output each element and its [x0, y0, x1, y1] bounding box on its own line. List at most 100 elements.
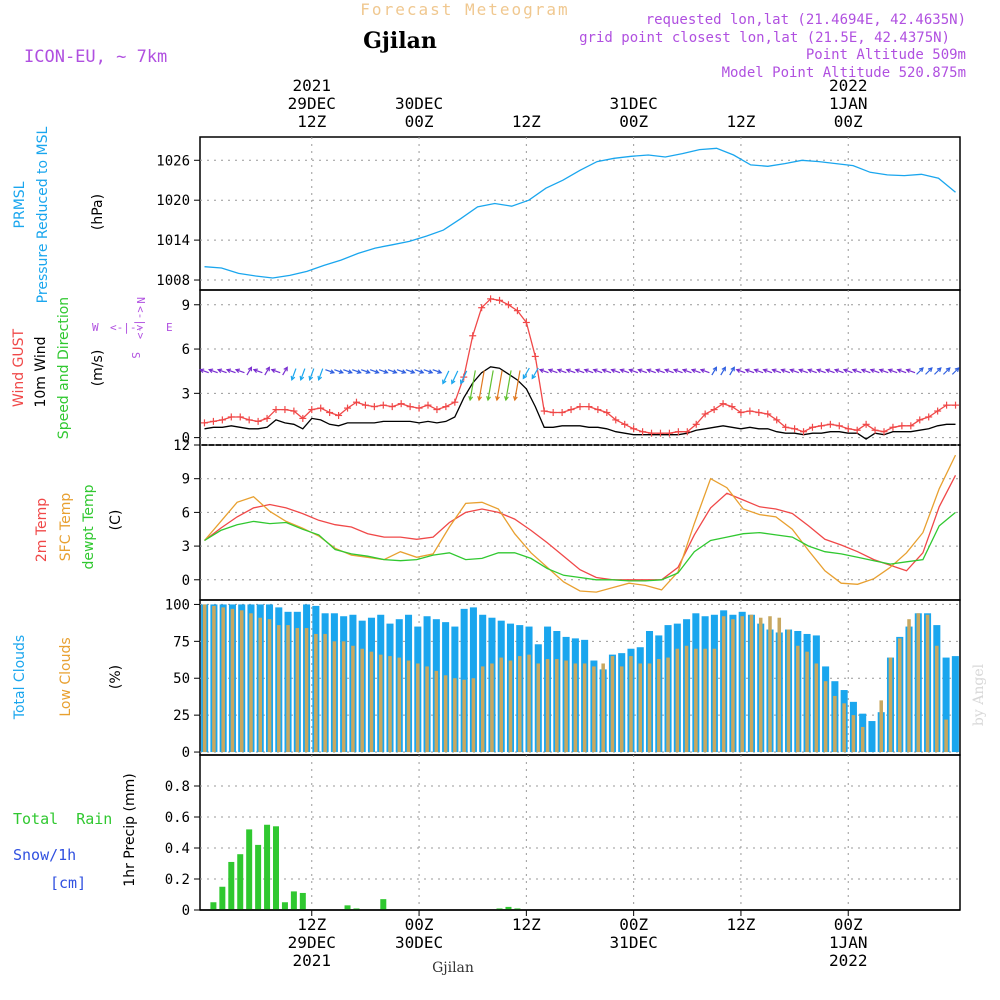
wind-arrow-head — [798, 368, 804, 374]
wind-arrow-head — [601, 368, 607, 374]
wind-arrow — [584, 369, 594, 374]
temperature-ytick-label: 12 — [173, 438, 190, 454]
low-cloud-bar — [425, 666, 429, 753]
wind-arrow — [291, 368, 297, 381]
wind-arrow-head — [468, 395, 474, 402]
wind-arrow — [478, 370, 485, 401]
low-cloud-bar — [249, 613, 253, 753]
wind-arrow — [460, 370, 468, 384]
wind-arrow-head — [392, 369, 398, 374]
wind-arrow-head — [247, 366, 253, 372]
rain-bar — [273, 826, 279, 910]
precip-label-cm: [cm] — [50, 874, 86, 892]
wind-arrow-head — [664, 368, 670, 374]
wind-line — [204, 366, 956, 440]
cloud-labels: Total Clouds Low Clouds (%) — [12, 635, 124, 720]
low-cloud-bar — [221, 607, 225, 753]
temperature-labels: 2m Temp SFC Temp dewpt Temp (C) — [34, 484, 124, 569]
low-cloud-bar — [712, 648, 717, 753]
wind-ytick-label: 3 — [182, 386, 190, 402]
wind-arrow — [754, 369, 764, 374]
wind-arrow-head — [495, 395, 500, 402]
wind-arrow-head — [721, 366, 726, 372]
low-cloud-bar — [406, 660, 411, 753]
wind-arrow-head — [512, 395, 518, 402]
wind-arrow — [673, 369, 683, 374]
precip-axis-label: 1hr Precip (mm) — [122, 773, 138, 886]
clouds-ytick-label: 75 — [173, 634, 190, 650]
wind-arrow-head — [735, 368, 741, 374]
wind-arrow-head — [753, 368, 759, 374]
wind-arrow — [934, 367, 942, 375]
pressure-ytick-label: 1026 — [156, 153, 190, 169]
wind-arrow — [647, 369, 656, 374]
wind-arrow — [638, 369, 648, 374]
rain-bar — [344, 905, 351, 910]
cloud-label-unit: (%) — [108, 665, 124, 689]
wind-arrow — [378, 369, 388, 374]
pressure-labels: PRMSL Pressure Reduced to MSL (hPa) — [12, 126, 106, 303]
model-altitude: Model Point Altitude 520.875m — [722, 65, 966, 81]
rain-bar — [255, 844, 262, 910]
cloud-label-low: Low Clouds — [58, 637, 74, 716]
wind-arrow — [496, 370, 503, 401]
wind-arrow-head — [401, 369, 407, 374]
wind-label-unit: (m/s) — [90, 350, 106, 387]
wind-arrow-head — [780, 368, 786, 374]
temp-label-sfc: SFC Temp — [58, 493, 74, 562]
wind-arrow-head — [234, 368, 241, 374]
wind-frame — [199, 289, 961, 446]
wind-arrow — [352, 369, 361, 374]
wind-arrow — [700, 369, 710, 374]
wind-arrow-head — [655, 368, 661, 374]
wind-arrow-head — [290, 375, 296, 382]
time-top-label: 12Z — [297, 112, 326, 131]
time-top-label: 1JAN — [829, 94, 868, 113]
wind-arrow-head — [347, 369, 353, 374]
time-bottom-label: 00Z — [834, 915, 863, 934]
low-cloud-bar — [230, 608, 235, 753]
wind-arrow-head — [216, 368, 223, 374]
low-cloud-bar — [490, 663, 494, 753]
rain-bar — [514, 908, 521, 910]
wind-arrow — [566, 369, 576, 374]
rain-bar — [237, 854, 244, 910]
temperature-panel: 0 3 6 9 12 — [173, 438, 961, 601]
wind-arrow — [334, 369, 344, 374]
low-cloud-bar — [694, 648, 698, 753]
wind-arrow-head — [918, 367, 924, 373]
low-cloud-bar — [777, 617, 782, 753]
precip-labels: Total Rain Snow/1h [cm] 1hr Precip (mm) — [13, 773, 138, 892]
wind-arrow — [264, 366, 270, 376]
low-cloud-bar — [647, 663, 652, 753]
wind-arrow-head — [789, 368, 795, 374]
low-cloud-bar — [267, 619, 272, 753]
wind-arrow — [951, 367, 960, 375]
low-cloud-bar — [860, 726, 865, 753]
wind-arrow-head — [824, 368, 831, 374]
clouds-ytick-label: 0 — [182, 745, 190, 761]
low-cloud-bar — [508, 660, 513, 753]
rain-bar — [299, 892, 306, 910]
temp-label-unit: (C) — [108, 510, 124, 531]
low-cloud-bar — [814, 663, 819, 753]
wind-arrow-head — [610, 368, 616, 374]
time-top-label: 29DEC — [288, 94, 336, 113]
low-cloud-bar — [823, 681, 828, 753]
temp-label-dewpt: dewpt Temp — [81, 484, 97, 569]
compass-n: N — [134, 297, 147, 304]
watermark: by Angel — [971, 663, 987, 726]
wind-arrow-head — [329, 369, 336, 374]
wind-arrow-head — [265, 366, 270, 372]
temp2m-line — [204, 475, 957, 581]
wind-arrow — [451, 370, 459, 384]
low-cloud-bar — [360, 648, 364, 753]
wind-arrow — [414, 369, 424, 374]
low-cloud-bar — [703, 648, 707, 753]
wind-label-gust: Wind GUST — [11, 328, 27, 407]
wind-arrow — [897, 369, 907, 374]
wind-arrow — [799, 369, 808, 374]
rain-bar — [228, 861, 235, 910]
time-bottom-label: 1JAN — [829, 933, 868, 952]
